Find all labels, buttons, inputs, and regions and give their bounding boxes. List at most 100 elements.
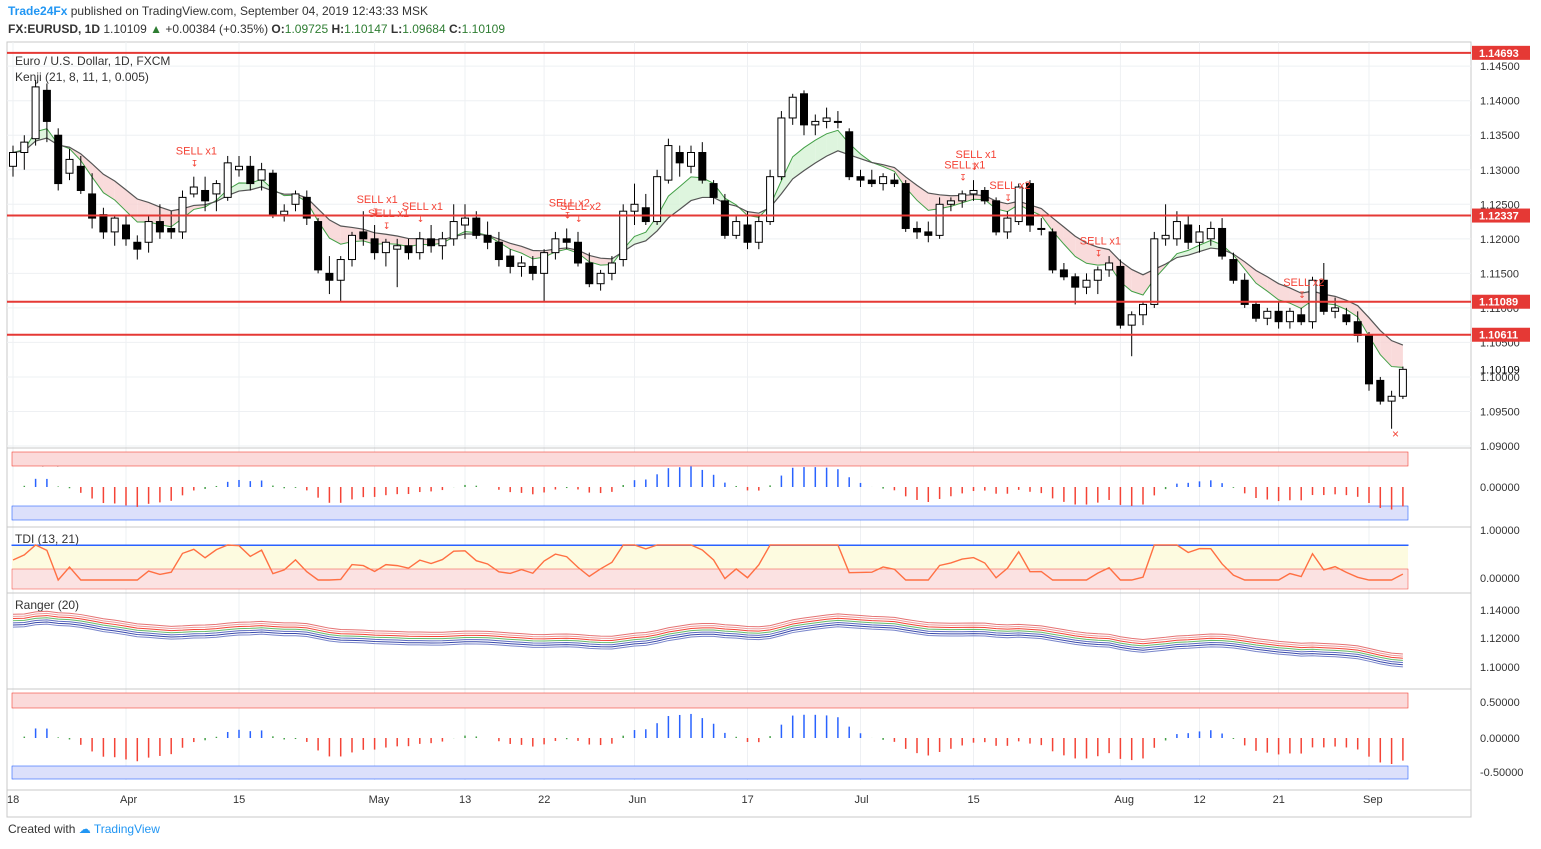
high-label: H:: [331, 22, 345, 36]
candle-body: [562, 238, 571, 243]
last-price: 1.10109: [103, 22, 147, 36]
candle-body: [393, 245, 402, 250]
y-tick-label: 1.13000: [1480, 165, 1520, 177]
footer: Created with ☁ TradingView: [8, 822, 160, 836]
candle-body: [777, 117, 786, 178]
sell-signal-arrow-icon: ↧: [191, 159, 199, 169]
candle-body: [1331, 307, 1340, 312]
kenji-cloud: [645, 216, 658, 241]
kenji-cloud: [498, 239, 511, 250]
candle-body: [9, 151, 17, 167]
candle-body: [235, 165, 243, 171]
sell-signal-arrow-icon: ↧: [1298, 290, 1306, 300]
kenji-cloud: [239, 182, 251, 192]
kenji-fast-line: [12, 128, 1403, 368]
x-tick-label: 22: [538, 794, 550, 806]
candle-body: [133, 241, 142, 250]
candle-body: [42, 89, 51, 122]
candle-body: [1353, 321, 1362, 337]
candle-body: [766, 176, 775, 223]
kenji-cloud: [126, 189, 138, 222]
x-tick-label: 15: [233, 794, 245, 806]
kenji-cloud: [804, 140, 816, 171]
ranger-tick-label: 1.14000: [1480, 605, 1520, 617]
indicator-label: Kenji (21, 8, 11, 1, 0.005): [15, 70, 149, 84]
x-tick-label: Sep: [1363, 794, 1383, 806]
ranger-line: [12, 610, 1403, 655]
candle-body: [438, 238, 447, 247]
kenji-cloud: [792, 147, 804, 179]
low-label: L:: [390, 22, 403, 36]
ranger-tick-label: 1.12000: [1480, 633, 1520, 645]
candle-body: [1127, 314, 1136, 326]
kenji-cloud: [92, 163, 104, 193]
sell-signal-label: SELL x2: [1283, 277, 1324, 289]
candle-body: [596, 272, 605, 285]
candle-body: [257, 169, 266, 181]
sell-signal-label: SELL x1: [368, 208, 409, 220]
ranger-line: [12, 617, 1403, 661]
msi-lower-zone: [11, 505, 1409, 521]
candle-body: [732, 221, 741, 236]
tradingview-link[interactable]: TradingView: [93, 822, 160, 836]
ranger-line: [12, 619, 1403, 664]
ranger-line: [12, 615, 1403, 659]
x-tick-label: 18: [7, 794, 19, 806]
kenji-cloud: [80, 153, 93, 178]
candle-body: [1093, 269, 1102, 281]
publish-header: Trade24Fx published on TradingView.com, …: [8, 4, 428, 18]
x-tick-label: May: [369, 794, 390, 806]
publisher-brand[interactable]: Trade24Fx: [8, 4, 68, 18]
y-tick-label: 1.13500: [1480, 130, 1520, 142]
kenji-cloud: [1391, 340, 1403, 368]
kenji-cloud: [815, 133, 827, 164]
candle-body: [653, 176, 662, 223]
candle-body: [20, 141, 29, 153]
symbol-label: FX:EURUSD, 1D: [8, 22, 101, 36]
x-tick-label: 21: [1273, 794, 1285, 806]
y-tick-label: 1.09500: [1480, 406, 1520, 418]
candle-body: [788, 96, 797, 119]
candle-body: [110, 217, 119, 233]
candle-body: [189, 186, 198, 195]
y-tick-label: 1.09000: [1480, 441, 1520, 453]
x-tick-label: Aug: [1114, 794, 1134, 806]
candle-body: [1071, 276, 1080, 288]
sell-signal-arrow-icon: ↧: [417, 214, 425, 224]
candle-body: [348, 234, 356, 261]
low-value: 1.09684: [402, 22, 446, 36]
candle-body: [528, 265, 537, 274]
kenji-slow-line: [12, 137, 1404, 346]
candle-body: [336, 259, 345, 281]
candle-body: [980, 189, 989, 202]
candle-body: [958, 193, 967, 202]
publish-info: published on TradingView.com, September …: [70, 4, 429, 18]
kenji-cloud: [657, 196, 669, 231]
candle-body: [720, 200, 729, 236]
kenji-cloud: [1041, 208, 1053, 232]
mega-tick-label: -0.50000: [1480, 767, 1523, 779]
x-tick-label: Jul: [855, 794, 869, 806]
candle-body: [1161, 234, 1170, 240]
tdi-line: [12, 544, 1404, 582]
candle-body: [867, 179, 876, 185]
candle-body: [88, 193, 97, 219]
candle-body: [1252, 303, 1260, 319]
candle-body: [155, 221, 164, 233]
kenji-cloud: [193, 204, 206, 210]
candle-body: [1003, 217, 1012, 233]
candle-body: [359, 231, 368, 240]
x-tick-label: 15: [968, 794, 980, 806]
sell-signal-arrow-icon: ↧: [383, 221, 391, 231]
candle-body: [743, 224, 752, 243]
candle-body: [1014, 186, 1023, 223]
candle-body: [585, 262, 594, 285]
last-price-label: 1.10109: [1480, 364, 1520, 376]
candle-body: [607, 262, 616, 274]
candle-body: [370, 238, 379, 254]
candle-body: [800, 93, 808, 126]
tdi-tick-label: 0.00000: [1480, 573, 1520, 585]
candle-body: [1105, 262, 1114, 271]
kenji-cloud: [103, 174, 115, 200]
